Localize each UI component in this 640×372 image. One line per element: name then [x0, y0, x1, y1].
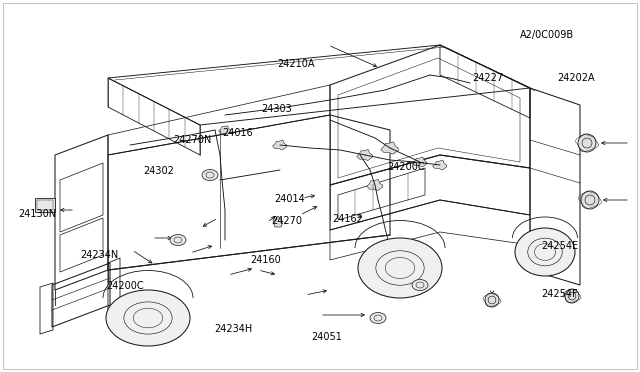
Polygon shape — [273, 216, 283, 227]
Text: 24227: 24227 — [472, 73, 503, 83]
Polygon shape — [413, 157, 427, 167]
Circle shape — [581, 191, 599, 209]
Ellipse shape — [515, 228, 575, 276]
Ellipse shape — [170, 234, 186, 246]
Text: 24234N: 24234N — [80, 250, 118, 260]
Circle shape — [565, 289, 579, 303]
Text: 24014: 24014 — [275, 194, 305, 204]
Circle shape — [485, 293, 499, 307]
Text: 24200C: 24200C — [106, 282, 143, 291]
Ellipse shape — [358, 238, 442, 298]
Ellipse shape — [412, 279, 428, 291]
Polygon shape — [273, 140, 287, 150]
Text: 24270: 24270 — [271, 217, 302, 226]
Text: 24303: 24303 — [261, 104, 292, 114]
Text: 24160: 24160 — [250, 256, 281, 265]
Polygon shape — [433, 160, 447, 170]
Polygon shape — [219, 126, 231, 134]
Bar — [35, 198, 55, 212]
Text: 24234H: 24234H — [214, 324, 253, 334]
Text: 24016: 24016 — [223, 128, 253, 138]
Text: 24254F: 24254F — [541, 289, 577, 299]
Circle shape — [578, 134, 596, 152]
Text: 24051: 24051 — [311, 332, 342, 341]
Text: 24270N: 24270N — [173, 135, 211, 144]
Text: 24210A: 24210A — [277, 59, 314, 69]
Polygon shape — [381, 142, 398, 154]
Text: 24200C: 24200C — [388, 163, 425, 172]
Text: A2/0C009B: A2/0C009B — [520, 31, 574, 40]
Ellipse shape — [202, 170, 218, 180]
Text: 24202A: 24202A — [557, 73, 595, 83]
Ellipse shape — [370, 312, 386, 324]
Polygon shape — [367, 179, 383, 190]
Ellipse shape — [106, 290, 190, 346]
Polygon shape — [356, 150, 372, 161]
Text: 24254E: 24254E — [541, 241, 578, 250]
Text: 24302: 24302 — [143, 166, 174, 176]
Text: 24130N: 24130N — [18, 209, 56, 219]
Text: 24162: 24162 — [332, 214, 363, 224]
Bar — [37, 200, 53, 210]
